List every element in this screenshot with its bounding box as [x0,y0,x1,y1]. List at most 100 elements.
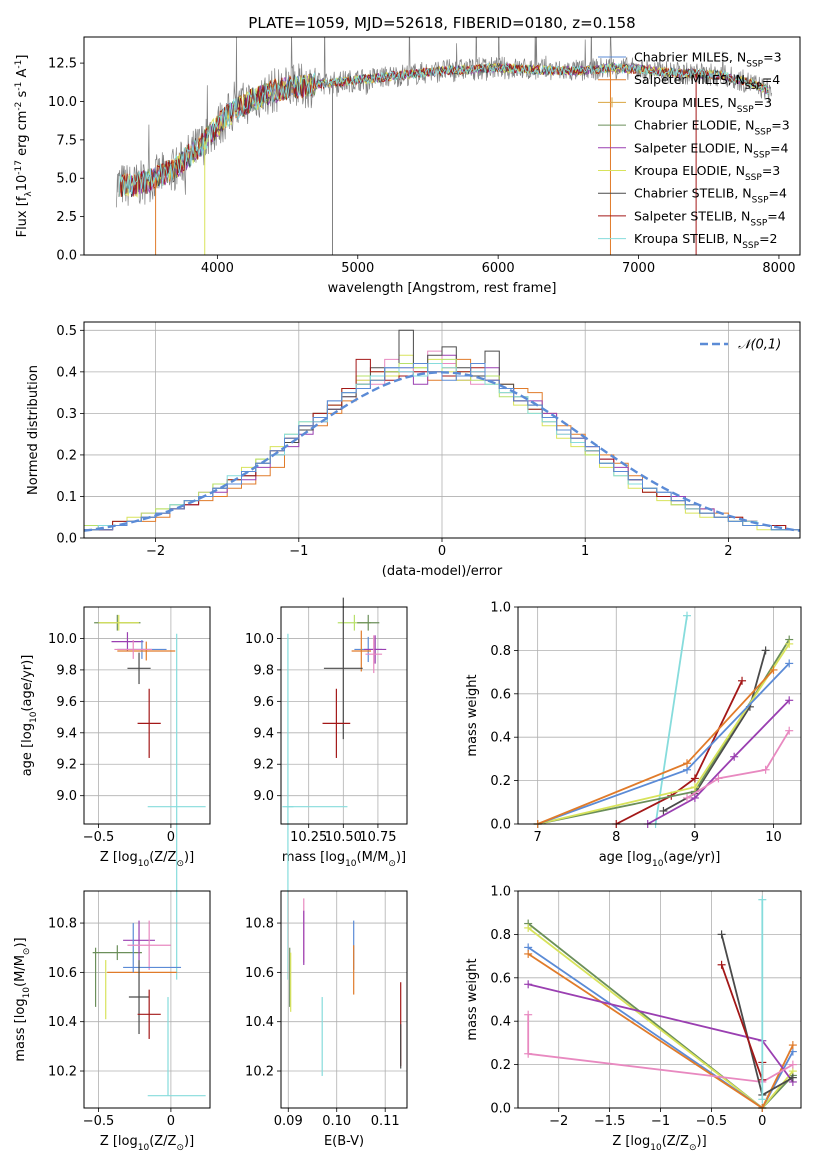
axes: 0.09 0.10 0.11 10.2 10.4 10.6 10.8 E(B-V) [245,891,407,1149]
legend-label-chabrier_elodie: Chabrier ELODIE, NSSP=3 [634,118,790,138]
mass-vs-metallicity-panel: −0.5 0 10.2 10.4 10.6 10.8 Z [log10(Z/Z⊙)] mass… [13,890,211,1153]
axes-frame [83,36,801,256]
x-tick-label: 0 [758,1114,766,1129]
axes-frame [83,321,801,539]
y-tick-label: 0.4 [490,731,511,746]
x-tick-label: 10.50 [325,830,362,845]
y-tick-label: 10.6 [245,966,274,981]
y-tick-label: 9.0 [253,789,274,804]
axes: −0.5 0 9.0 9.2 9.4 9.6 9.8 10.0 Z [log10(Z/Z⊙)] a… [20,607,210,869]
y-axis-label: mass weight [465,674,480,756]
model-spectrum-kroupa_stelib [118,62,769,197]
x-axis-label: Z [log10(Z/Z⊙)] [100,850,194,869]
x-tick-label: −2 [549,1114,568,1129]
weight-line-pink [686,730,790,799]
y-tick-label: 0.8 [490,644,511,659]
legend-label-salpeter_stelib: Salpeter STELIB, NSSP=4 [634,208,786,228]
y-tick-label: 9.6 [56,695,77,710]
x-tick-label: 0.10 [322,1114,351,1129]
legend-label-kroupa_elodie: Kroupa ELODIE, NSSP=3 [634,163,780,183]
weight-line-salpeter_elodie [647,699,790,825]
x-tick-label: 4000 [201,261,234,276]
y-axis-label: Normed distribution [26,365,41,495]
axes: −0.5 0 10.2 10.4 10.6 10.8 Z [log10(Z/Z⊙)] mass… [13,891,210,1153]
x-axis-label: mass [log10(M/M⊙)] [282,850,406,869]
y-tick-label: 9.2 [56,758,77,773]
y-tick-label: 10.0 [245,632,274,647]
axes: −2 −1 0 1 2 0.0 0.1 0.2 0.3 0.4 0.5 (data-model)/er… [26,322,800,579]
axes-frame [83,890,211,1109]
weight-line-chabrier_stelib [662,650,767,812]
x-tick-label: 1 [581,544,589,559]
y-axis-label: mass [log10(M/M⊙)] [13,937,32,1061]
legend-label-salpeter_miles: Salpeter MILES, NSSP=4 [634,72,780,92]
legend-label-salpeter_elodie: Salpeter ELODIE, NSSP=4 [634,140,789,160]
x-tick-label: 10 [765,830,782,845]
legend-label-chabrier_miles: Chabrier MILES, NSSP=3 [634,50,782,70]
y-axis-label: age [log10(age/yr)] [20,655,39,777]
axes-frame [83,606,211,825]
y-tick-label: 10.4 [245,1015,274,1030]
residuals-panel: −2 −1 0 1 2 0.0 0.1 0.2 0.3 0.4 0.5 (data-model)/er… [26,321,801,579]
weight-vs-age-panel: 7 8 9 10 0.0 0.2 0.4 0.6 0.8 1.0 age [log10(age/yr… [465,601,802,869]
x-tick-label: 7000 [622,261,655,276]
chart-title: PLATE=1059, MJD=52618, FIBERID=0180, z=0… [248,14,635,32]
model-spectrum-chabrier_stelib [118,62,769,198]
axes-frame [280,606,408,825]
x-tick-label: 0.11 [371,1114,400,1129]
legend-label-normal: 𝒩(0,1) [738,338,781,353]
y-tick-label: 10.0 [48,95,77,110]
y-tick-label: 0.0 [56,249,77,264]
y-tick-label: 10.8 [245,917,274,932]
x-axis-label: E(B-V) [324,1134,364,1149]
y-tick-label: 0.8 [490,928,511,943]
x-tick-label: −1.5 [594,1114,626,1129]
y-tick-label: 9.8 [56,663,77,678]
legend-label-chabrier_stelib: Chabrier STELIB, NSSP=4 [634,186,787,206]
weight-line-pink [527,1014,794,1083]
x-axis-label: (data-model)/error [382,564,503,579]
y-tick-label: 10.0 [48,632,77,647]
y-tick-label: 0.2 [56,448,77,463]
mass-vs-ebv-panel: 0.09 0.10 0.11 10.2 10.4 10.6 10.8 E(B-V) [245,890,408,1149]
weight-line-kroupa_stelib [654,615,688,825]
y-tick-label: 9.6 [253,695,274,710]
x-tick-label: −0.5 [696,1114,728,1129]
y-axis-label: Flux [fλ10-17 erg cm-2 s-1 A-1] [14,55,34,238]
legend-label-kroupa_stelib: Kroupa STELIB, NSSP=2 [634,231,778,251]
y-tick-label: 9.0 [56,789,77,804]
axes-frame [517,890,802,1109]
weight-vs-metallicity-panel: −2 −1.5 −1 −0.5 0 0.0 0.2 0.4 0.6 0.8 1.0 Z [log10(… [465,885,802,1153]
normal-distribution-curve [83,371,801,532]
y-tick-label: 10.4 [48,1015,77,1030]
y-tick-label: 9.4 [56,726,77,741]
legend-label-kroupa_miles: Kroupa MILES, NSSP=3 [634,95,772,115]
axes-frame [280,890,408,1109]
x-tick-label: 5000 [341,261,374,276]
y-tick-label: 9.8 [253,663,274,678]
x-tick-label: 2 [724,544,732,559]
y-tick-label: 1.0 [490,885,511,900]
x-tick-label: −1 [289,544,308,559]
y-tick-label: 0.2 [490,774,511,789]
x-tick-label: 10.25 [290,830,327,845]
y-axis-label: mass weight [465,958,480,1040]
y-tick-label: 10.2 [48,1065,77,1080]
y-tick-label: 7.5 [56,133,77,148]
age-vs-metallicity-panel: −0.5 0 9.0 9.2 9.4 9.6 9.8 10.0 Z [log10(Z/Z⊙)] a… [20,606,211,980]
x-tick-label: 0 [438,544,446,559]
y-tick-label: 5.0 [56,172,77,187]
y-tick-label: 0.6 [490,687,511,702]
x-axis-label: Z [log10(Z/Z⊙)] [100,1134,194,1153]
y-tick-label: 12.5 [48,57,77,72]
y-tick-label: 0.4 [56,365,77,380]
axes: 4000 5000 6000 7000 8000 0.0 2.5 5.0 7.5 10.0 12.5… [14,55,795,296]
y-tick-label: 9.2 [253,758,274,773]
x-tick-label: 7 [534,830,542,845]
x-tick-label: 9 [691,830,699,845]
y-tick-label: 0.5 [56,324,77,339]
y-tick-label: 10.8 [48,917,77,932]
x-axis-label: Z [log10(Z/Z⊙)] [612,1134,706,1153]
